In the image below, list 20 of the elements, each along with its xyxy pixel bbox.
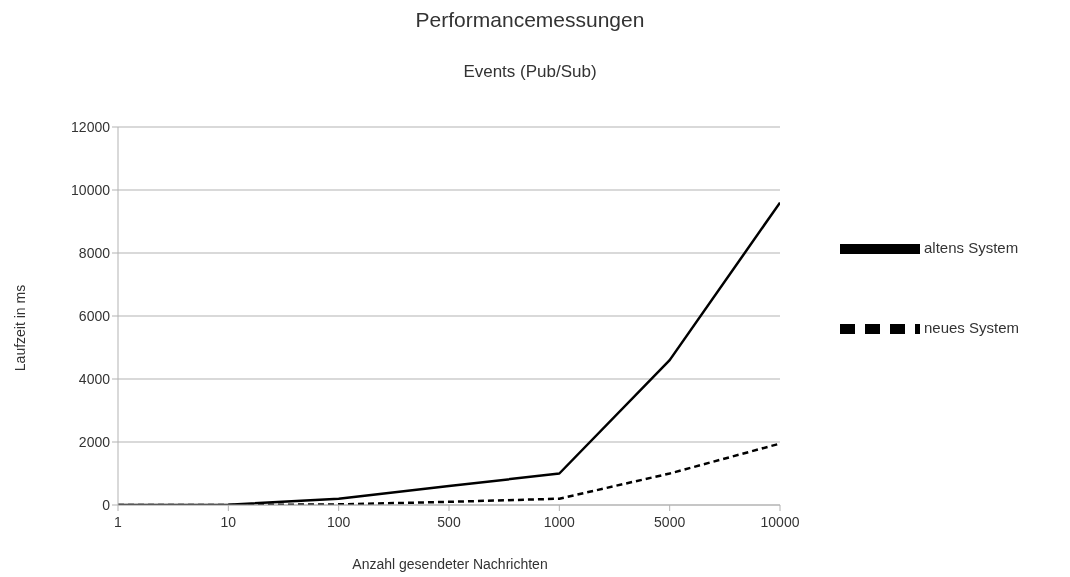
x-tick-label: 500 — [437, 513, 461, 530]
x-tick-label: 1 — [114, 513, 123, 530]
x-tick-label: 10000 — [760, 513, 800, 530]
y-tick-label: 8000 — [78, 244, 111, 261]
y-tick-label: 4000 — [78, 370, 111, 387]
x-axis-title: Anzahl gesendeter Nachrichten — [352, 556, 548, 572]
chart-title: Performancemessungen — [414, 8, 646, 32]
text: altens System — [924, 238, 1019, 256]
y-tick-label: 0 — [102, 496, 111, 513]
y-tick-label: 6000 — [78, 307, 111, 324]
x-tick-label: 5000 — [654, 513, 686, 530]
x-tick-label: 100 — [326, 513, 351, 530]
x-tick-label: 1000 — [543, 513, 576, 530]
chart-subtitle: Events (Pub/Sub) — [462, 62, 598, 82]
y-tick-label: 10000 — [71, 181, 111, 198]
x-tick-label: 10 — [220, 513, 237, 530]
y-tick-label: 2000 — [78, 433, 111, 450]
y-axis-title: Laufzeit in ms — [12, 284, 28, 372]
text: neues System — [924, 318, 1020, 336]
y-tick-label: 12000 — [71, 118, 111, 135]
